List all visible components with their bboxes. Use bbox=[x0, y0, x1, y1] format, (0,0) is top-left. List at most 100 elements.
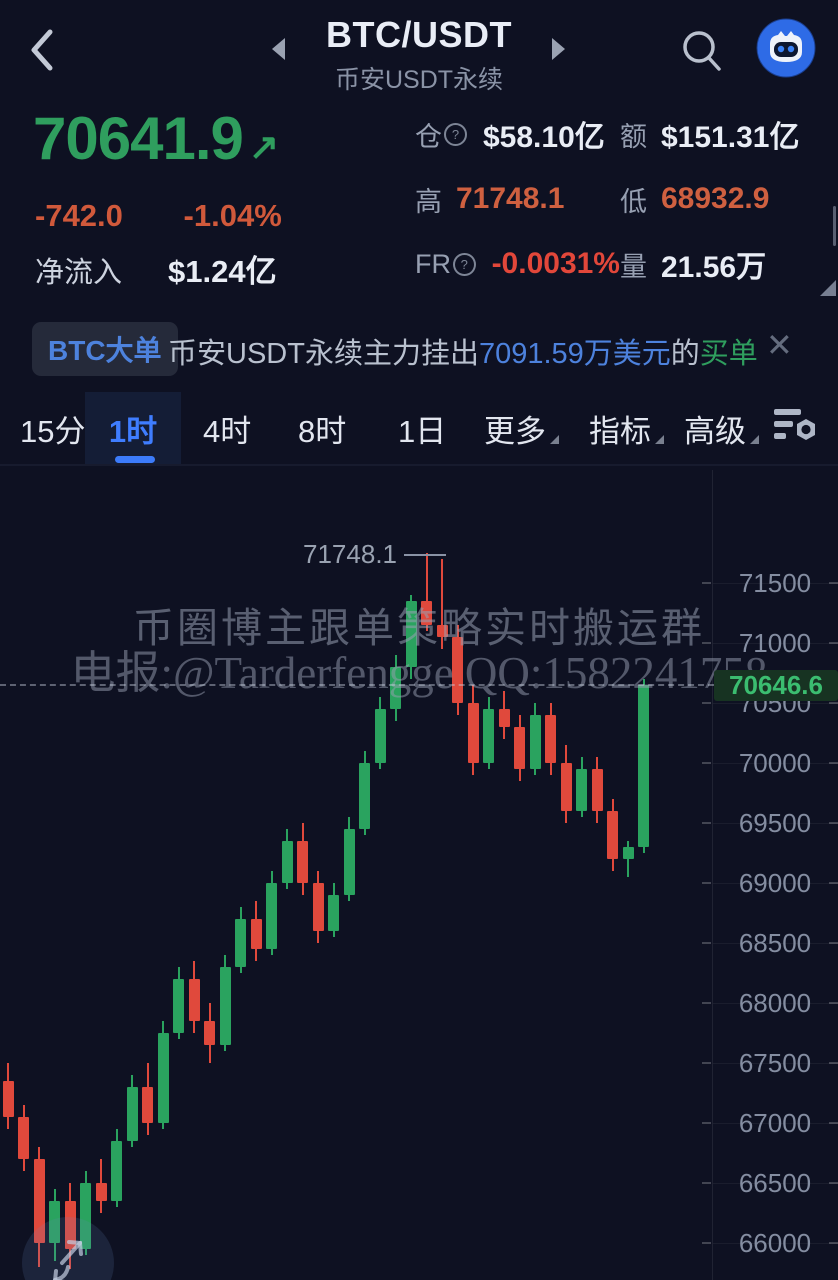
candle-body bbox=[297, 841, 308, 883]
candle-body bbox=[498, 709, 510, 727]
candle-body bbox=[235, 919, 246, 967]
tick-mark bbox=[702, 1062, 711, 1064]
grid-line bbox=[713, 823, 838, 824]
candle-wick bbox=[425, 553, 428, 631]
candle-body bbox=[607, 811, 618, 859]
candle-body bbox=[436, 625, 448, 637]
high-marker-dash bbox=[404, 553, 446, 556]
grid-line bbox=[713, 943, 838, 944]
next-symbol-triangle-icon[interactable] bbox=[552, 38, 565, 60]
tab-1日[interactable]: 1日 bbox=[398, 392, 446, 464]
grid-line bbox=[713, 1003, 838, 1004]
tab-8时[interactable]: 8时 bbox=[298, 392, 346, 464]
prev-symbol-triangle-icon[interactable] bbox=[272, 38, 285, 60]
aicoin-mascot-avatar[interactable] bbox=[756, 18, 816, 78]
candle-body bbox=[421, 601, 432, 625]
grid-line bbox=[713, 1063, 838, 1064]
tick-mark bbox=[829, 582, 838, 584]
timeframe-tabbar: 15分 1时 4时 8时 1日 更多 指标 高级 bbox=[0, 392, 838, 464]
tab-指标[interactable]: 指标 bbox=[589, 392, 664, 464]
tick-mark bbox=[702, 942, 711, 944]
price-change-percent: -1.04% bbox=[183, 198, 282, 233]
y-axis-label: 71000 bbox=[738, 628, 812, 658]
tick-mark bbox=[829, 1182, 838, 1184]
last-price: 70641.9 ↗ bbox=[33, 105, 279, 172]
candlestick-chart[interactable]: 71500 71000 70500 70000 69500 69000 68500 68000… bbox=[0, 470, 838, 1280]
tick-mark bbox=[702, 1122, 711, 1124]
stat-cell-低: 低 68932.9 bbox=[620, 181, 835, 217]
grid-line bbox=[713, 643, 838, 644]
watermark-line1: 币圈博主跟单策略实时搬运群 bbox=[133, 605, 705, 651]
net-inflow-label: 净流入 bbox=[35, 257, 123, 289]
y-axis-label: 67500 bbox=[738, 1048, 812, 1078]
tick-mark bbox=[829, 822, 838, 824]
search-icon[interactable] bbox=[678, 26, 726, 74]
candle-body bbox=[312, 883, 324, 931]
stat-cell-量: 量 21.56万 bbox=[620, 246, 835, 284]
candle-body bbox=[111, 1141, 122, 1201]
candle-body bbox=[64, 1201, 76, 1249]
grid-line bbox=[713, 883, 838, 884]
candle-body bbox=[33, 1159, 45, 1243]
candle-body bbox=[250, 919, 262, 949]
y-axis-label: 70000 bbox=[738, 748, 812, 778]
stats-scrollbar[interactable] bbox=[833, 206, 836, 246]
tab-15分[interactable]: 15分 bbox=[20, 392, 85, 464]
candle-body bbox=[359, 763, 370, 829]
candle-body bbox=[80, 1183, 91, 1249]
tab-label: 指标 bbox=[589, 413, 651, 449]
candle-body bbox=[467, 703, 479, 763]
close-icon[interactable]: ✕ bbox=[766, 327, 793, 363]
stats-expand-corner-icon[interactable] bbox=[820, 280, 836, 296]
candle-body bbox=[126, 1087, 138, 1141]
candle-body bbox=[142, 1087, 153, 1123]
stat-label: 量 bbox=[620, 251, 647, 282]
help-icon[interactable]: ? bbox=[444, 122, 467, 146]
tab-4时[interactable]: 4时 bbox=[203, 392, 251, 464]
stat-label: 额 bbox=[620, 121, 647, 152]
stat-value: 68932.9 bbox=[661, 182, 770, 215]
y-axis-label: 69000 bbox=[738, 868, 812, 898]
stat-label: 高 bbox=[415, 186, 442, 217]
current-price-badge: 70646.6 bbox=[714, 670, 838, 702]
dropdown-caret-icon bbox=[750, 434, 759, 444]
tab-label: 1日 bbox=[398, 413, 447, 449]
candle-wick bbox=[441, 559, 443, 649]
tab-label: 15分 bbox=[20, 413, 86, 449]
tabbar-divider bbox=[0, 464, 838, 466]
page-title: BTC/USDT bbox=[326, 14, 512, 55]
tick-mark bbox=[829, 642, 838, 644]
chart-settings-icon[interactable] bbox=[774, 406, 822, 450]
candle-wick bbox=[627, 841, 629, 877]
candle-body bbox=[591, 769, 603, 811]
alert-message-part: 币安USDT永续主力挂出 bbox=[168, 338, 479, 370]
candle-body bbox=[188, 979, 200, 1021]
stat-cell-FR: FR? -0.0031% bbox=[415, 246, 620, 282]
tick-mark bbox=[702, 642, 711, 644]
watermark-line2: 电报:@Tarderfengge QQ:1582241758 bbox=[70, 648, 768, 698]
tick-mark bbox=[829, 942, 838, 944]
tab-label: 4时 bbox=[203, 413, 252, 449]
tick-mark bbox=[702, 1242, 711, 1244]
candle-body bbox=[576, 769, 587, 811]
grid-line bbox=[713, 1123, 838, 1124]
reset-zoom-arrows-icon bbox=[53, 1240, 83, 1280]
alert-banner[interactable]: BTC大单 币安USDT永续主力挂出7091.59万美元的买单 ✕ bbox=[0, 318, 838, 380]
tab-高级[interactable]: 高级 bbox=[684, 392, 759, 464]
tick-mark bbox=[829, 1002, 838, 1004]
candle-body bbox=[281, 841, 293, 883]
tick-mark bbox=[829, 882, 838, 884]
exchange-subtitle: 币安USDT永续 bbox=[334, 66, 504, 94]
current-price-dashed-line bbox=[0, 684, 714, 687]
back-icon[interactable] bbox=[18, 22, 66, 78]
dropdown-caret-icon bbox=[550, 434, 559, 444]
tab-1时[interactable]: 1时 bbox=[85, 392, 181, 464]
reset-zoom-button[interactable] bbox=[22, 1217, 114, 1280]
tab-更多[interactable]: 更多 bbox=[484, 392, 559, 464]
help-icon[interactable]: ? bbox=[453, 252, 476, 276]
tick-mark bbox=[702, 702, 711, 704]
alert-message-part: 买单 bbox=[699, 338, 758, 370]
alert-message-part: 7091.59万美元 bbox=[478, 338, 671, 370]
candle-body bbox=[390, 667, 401, 709]
tab-label: 高级 bbox=[684, 413, 746, 449]
